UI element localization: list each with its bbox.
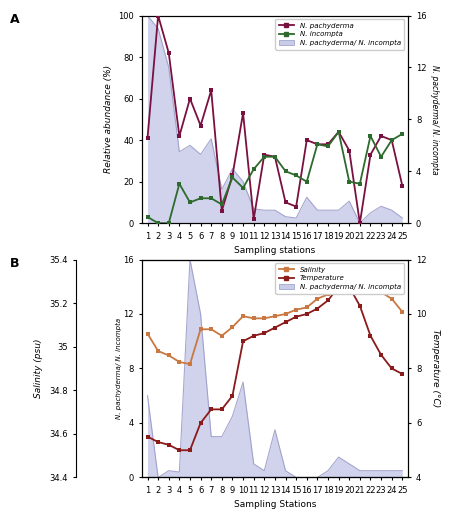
X-axis label: Sampling stations: Sampling stations — [234, 246, 316, 255]
Text: A: A — [9, 13, 19, 26]
Text: B: B — [9, 257, 19, 270]
Y-axis label: Relative abundance (%): Relative abundance (%) — [103, 65, 112, 173]
Legend: Salinity, Temperature, N. pachyderma/ N. incompta: Salinity, Temperature, N. pachyderma/ N.… — [275, 263, 404, 294]
Y-axis label: Temperature (°C): Temperature (°C) — [431, 330, 440, 407]
Y-axis label: N. pachyderma/ N. incompta: N. pachyderma/ N. incompta — [430, 64, 439, 174]
Legend: N. pachyderma, N. incompta, N. pachyderma/ N. incompta: N. pachyderma, N. incompta, N. pachyderm… — [275, 19, 404, 50]
Y-axis label: N. pachyderma/ N. incompta: N. pachyderma/ N. incompta — [116, 318, 122, 419]
X-axis label: Sampling Stations: Sampling Stations — [234, 500, 316, 509]
Y-axis label: Salinity (psu): Salinity (psu) — [34, 339, 43, 398]
